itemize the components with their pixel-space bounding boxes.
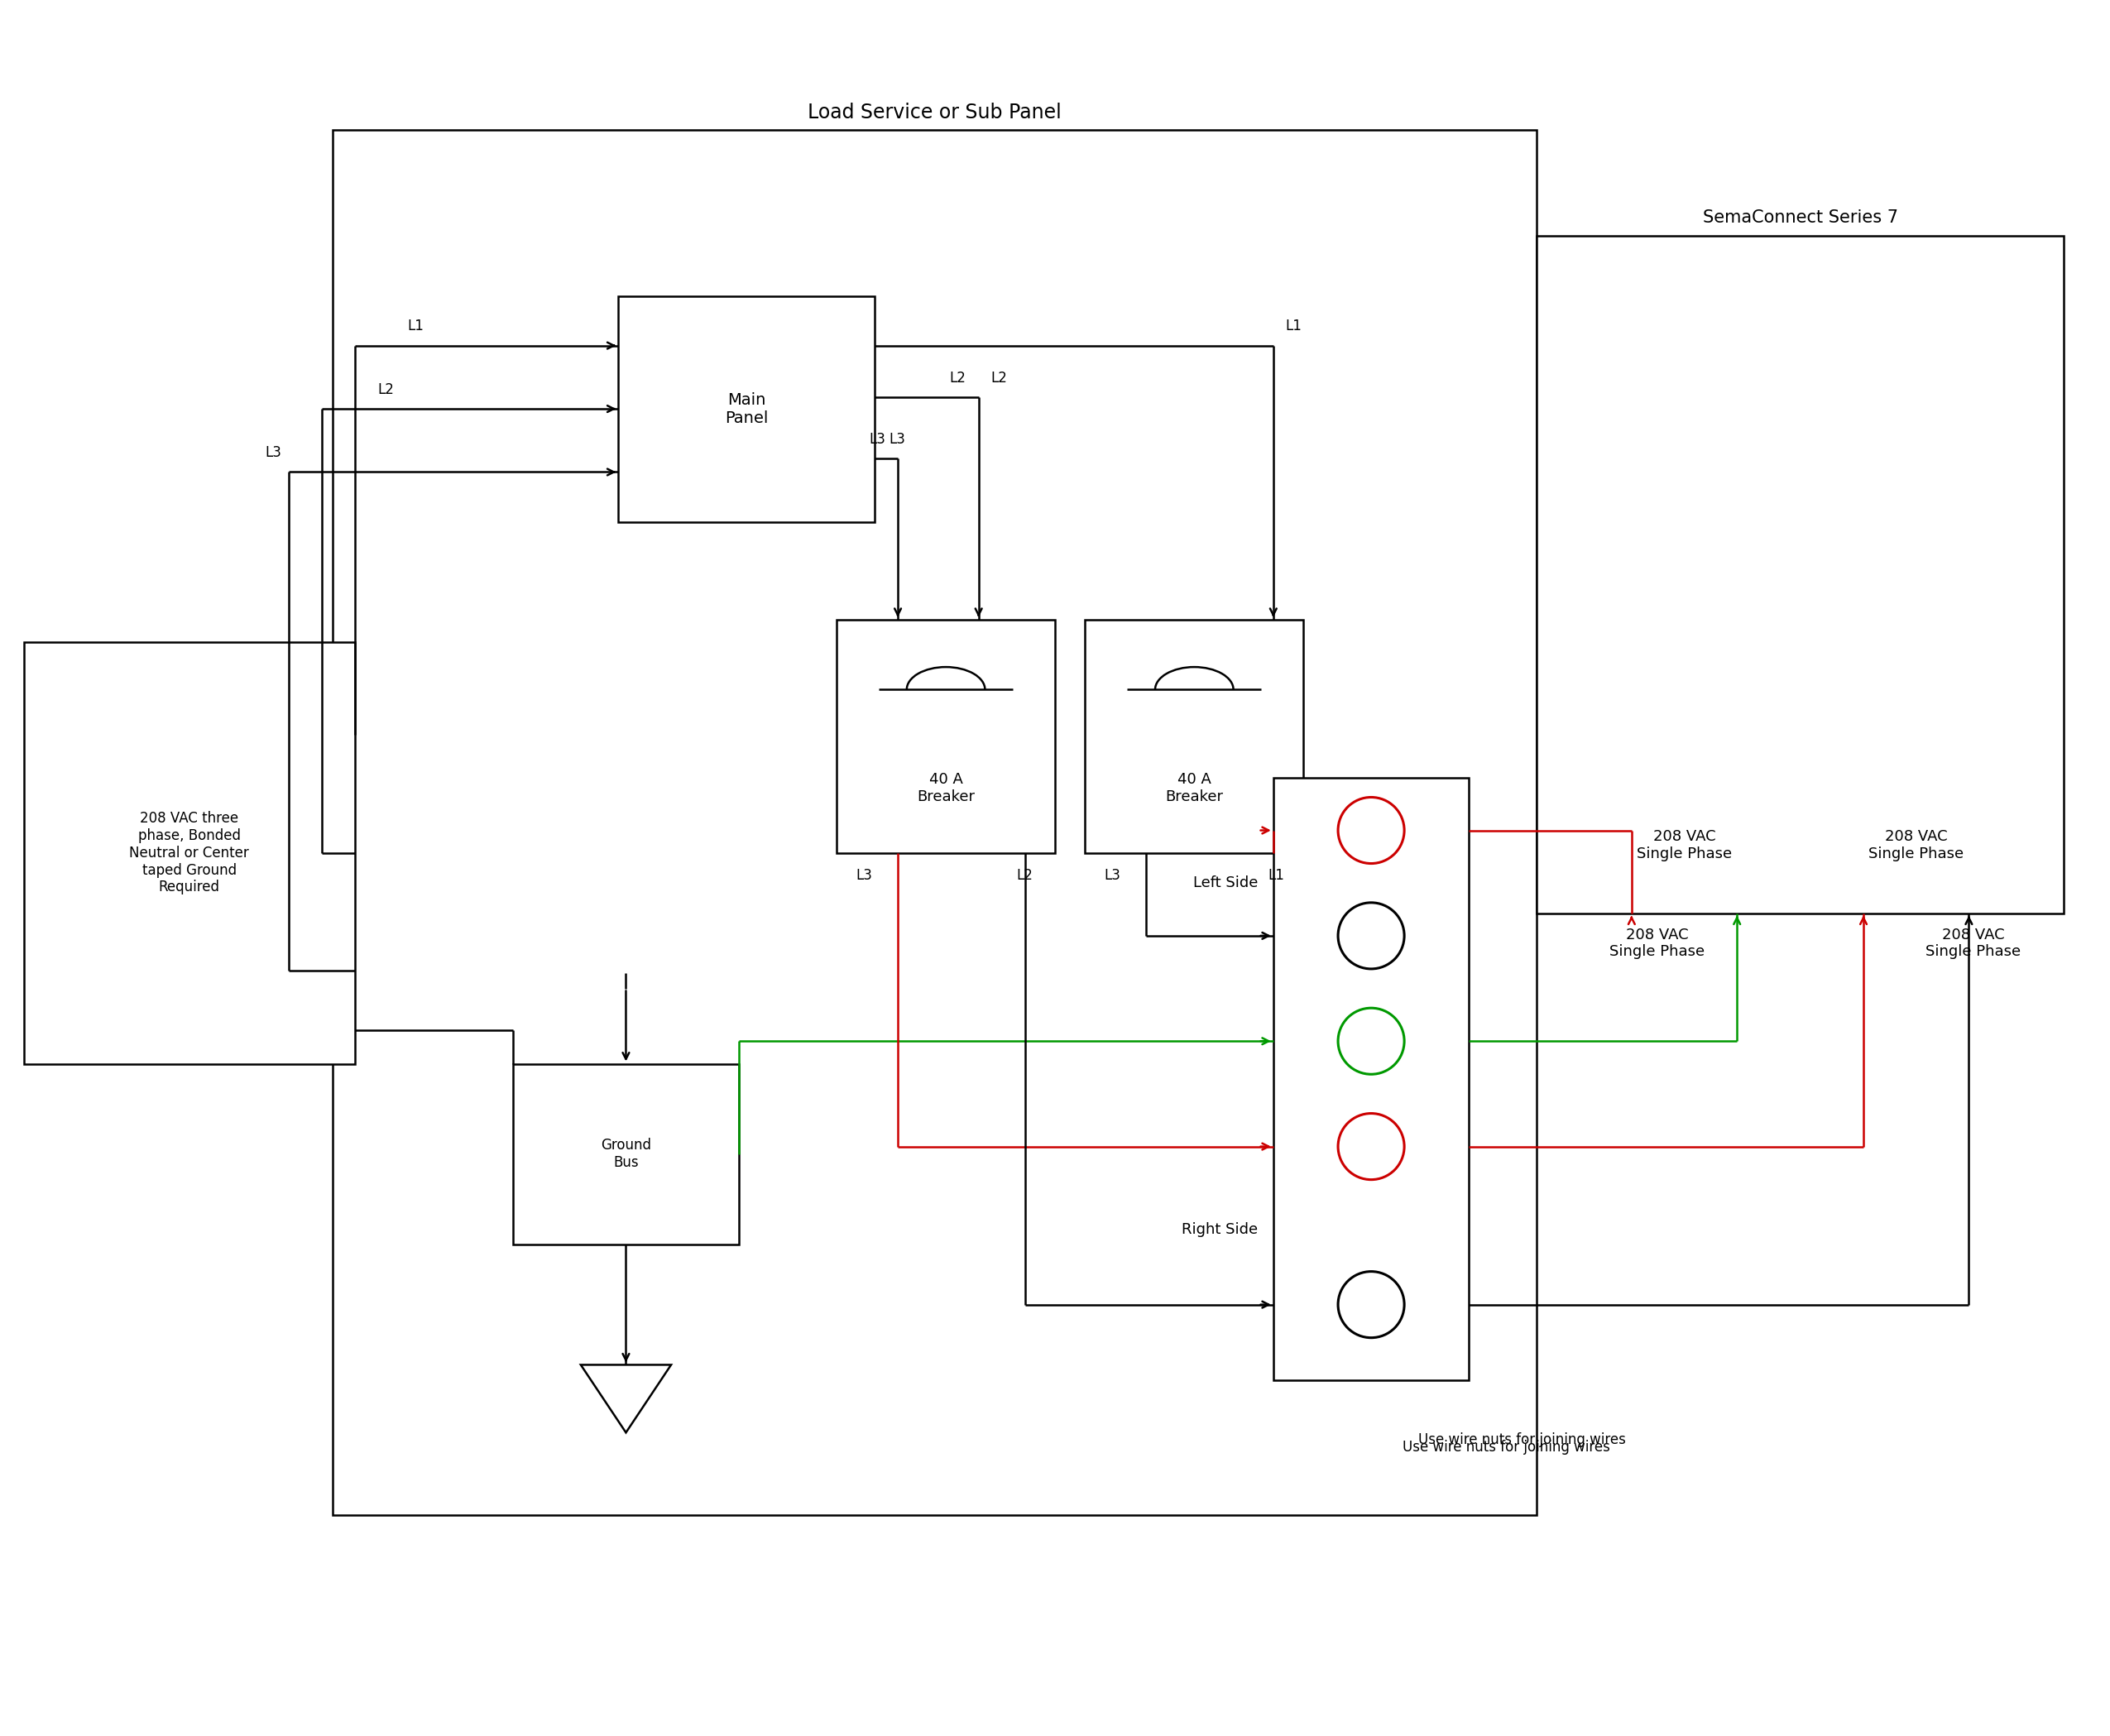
Bar — [838, 620, 1055, 852]
Text: 40 A
Breaker: 40 A Breaker — [1165, 773, 1224, 804]
Text: L1: L1 — [1268, 868, 1285, 884]
Text: 40 A
Breaker: 40 A Breaker — [918, 773, 975, 804]
Text: L1: L1 — [1285, 319, 1302, 333]
Text: Use wire nuts for joining wires: Use wire nuts for joining wires — [1418, 1432, 1625, 1448]
Text: 208 VAC three
phase, Bonded
Neutral or Center
taped Ground
Required: 208 VAC three phase, Bonded Neutral or C… — [129, 811, 249, 894]
Text: L3: L3 — [1104, 868, 1120, 884]
Text: 208 VAC
Single Phase: 208 VAC Single Phase — [1637, 830, 1732, 861]
Text: L2: L2 — [378, 382, 395, 398]
Text: L3: L3 — [890, 432, 905, 446]
Text: Right Side: Right Side — [1182, 1222, 1258, 1236]
Text: L3: L3 — [855, 868, 871, 884]
Bar — [333, 130, 1536, 1516]
Text: Use wire nuts for joining wires: Use wire nuts for joining wires — [1403, 1441, 1610, 1455]
Bar — [1272, 778, 1469, 1380]
Bar — [23, 642, 354, 1064]
Text: Left Side: Left Side — [1194, 875, 1258, 891]
Text: L2: L2 — [990, 370, 1006, 385]
Text: 208 VAC
Single Phase: 208 VAC Single Phase — [1869, 830, 1964, 861]
Text: Main
Panel: Main Panel — [724, 392, 768, 425]
Text: Ground
Bus: Ground Bus — [601, 1139, 652, 1170]
Text: L2: L2 — [1017, 868, 1034, 884]
Bar — [1536, 236, 2064, 913]
Bar — [1085, 620, 1304, 852]
Text: L3: L3 — [264, 444, 281, 460]
Text: 208 VAC
Single Phase: 208 VAC Single Phase — [1610, 927, 1705, 960]
Text: L2: L2 — [949, 370, 966, 385]
Text: L1: L1 — [407, 319, 424, 333]
Text: L3: L3 — [869, 432, 886, 446]
Bar — [618, 295, 874, 523]
Bar — [513, 1064, 738, 1245]
Text: Load Service or Sub Panel: Load Service or Sub Panel — [808, 102, 1061, 122]
Text: 208 VAC
Single Phase: 208 VAC Single Phase — [1926, 927, 2021, 960]
Text: SemaConnect Series 7: SemaConnect Series 7 — [1703, 210, 1897, 226]
